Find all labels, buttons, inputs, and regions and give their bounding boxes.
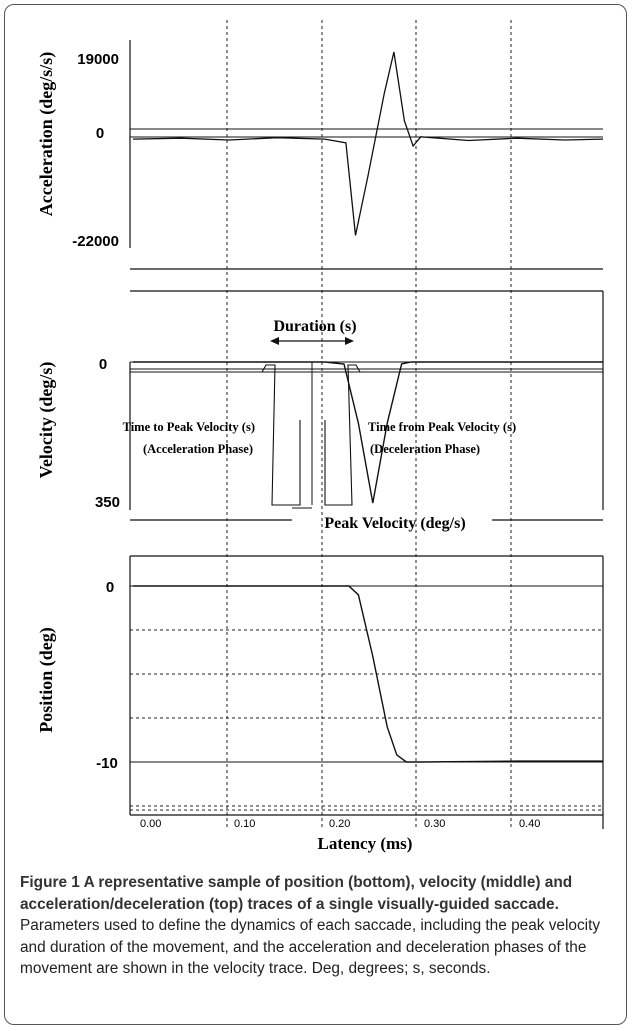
acceleration-ytick-top: 19000 xyxy=(77,51,119,68)
acceleration-phase-label: (Acceleration Phase) xyxy=(143,442,253,456)
deceleration-phase-label: (Deceleration Phase) xyxy=(370,442,480,456)
duration-label: Duration (s) xyxy=(273,318,356,335)
x-tick-label: 0.10 xyxy=(234,818,255,830)
time-from-peak-label: Time from Peak Velocity (s) xyxy=(368,420,516,434)
x-tick-labels: 0.00 0.10 0.20 0.30 0.40 xyxy=(140,818,540,830)
caption-body: Parameters used to define the dynamics o… xyxy=(20,917,601,977)
x-tick-label: 0.20 xyxy=(329,818,350,830)
position-ytick-minus10: -10 xyxy=(96,755,118,772)
figure-panels: Acceleration (deg/s/s) 19000 0 -22000 Ve… xyxy=(36,20,604,853)
position-ylabel: Position (deg) xyxy=(36,627,57,733)
time-to-peak-label: Time to Peak Velocity (s) xyxy=(123,420,255,434)
velocity-ytick-350: 350 xyxy=(95,494,120,511)
velocity-panel: Velocity (deg/s) 0 350 Duration (s) Time… xyxy=(36,290,604,532)
position-trace xyxy=(133,585,603,763)
velocity-ytick-zero: 0 xyxy=(99,356,107,373)
caption-lead: Figure 1 A representative sample of posi… xyxy=(20,874,573,913)
acceleration-trace xyxy=(132,51,604,236)
x-tick-label: 0.30 xyxy=(424,818,445,830)
acceleration-ytick-bottom: -22000 xyxy=(72,233,119,250)
position-horizontal-gridlines xyxy=(130,629,603,811)
position-ytick-zero: 0 xyxy=(106,579,114,596)
figure-frame xyxy=(4,4,627,1025)
acceleration-panel: Acceleration (deg/s/s) 19000 0 -22000 xyxy=(36,40,604,270)
position-panel: Position (deg) 0 -10 0.00 0.10 0.20 0.30 0.4… xyxy=(36,555,604,853)
acceleration-ylabel: Acceleration (deg/s/s) xyxy=(36,52,57,216)
x-tick-label: 0.00 xyxy=(140,818,161,830)
acceleration-ytick-zero: 0 xyxy=(96,125,104,142)
deceleration-phase-bracket xyxy=(324,364,361,506)
duration-arrow-right-head xyxy=(345,337,354,345)
vertical-gridlines xyxy=(226,20,512,829)
acceleration-phase-bracket xyxy=(261,364,301,506)
velocity-ylabel: Velocity (deg/s) xyxy=(36,362,57,479)
peak-velocity-label: Peak Velocity (deg/s) xyxy=(324,515,465,532)
velocity-trace xyxy=(133,361,603,504)
figure-caption: Figure 1 A representative sample of posi… xyxy=(20,872,620,980)
position-xlabel: Latency (ms) xyxy=(318,834,413,853)
duration-arrow-left-head xyxy=(270,337,279,345)
x-tick-label: 0.40 xyxy=(519,818,540,830)
